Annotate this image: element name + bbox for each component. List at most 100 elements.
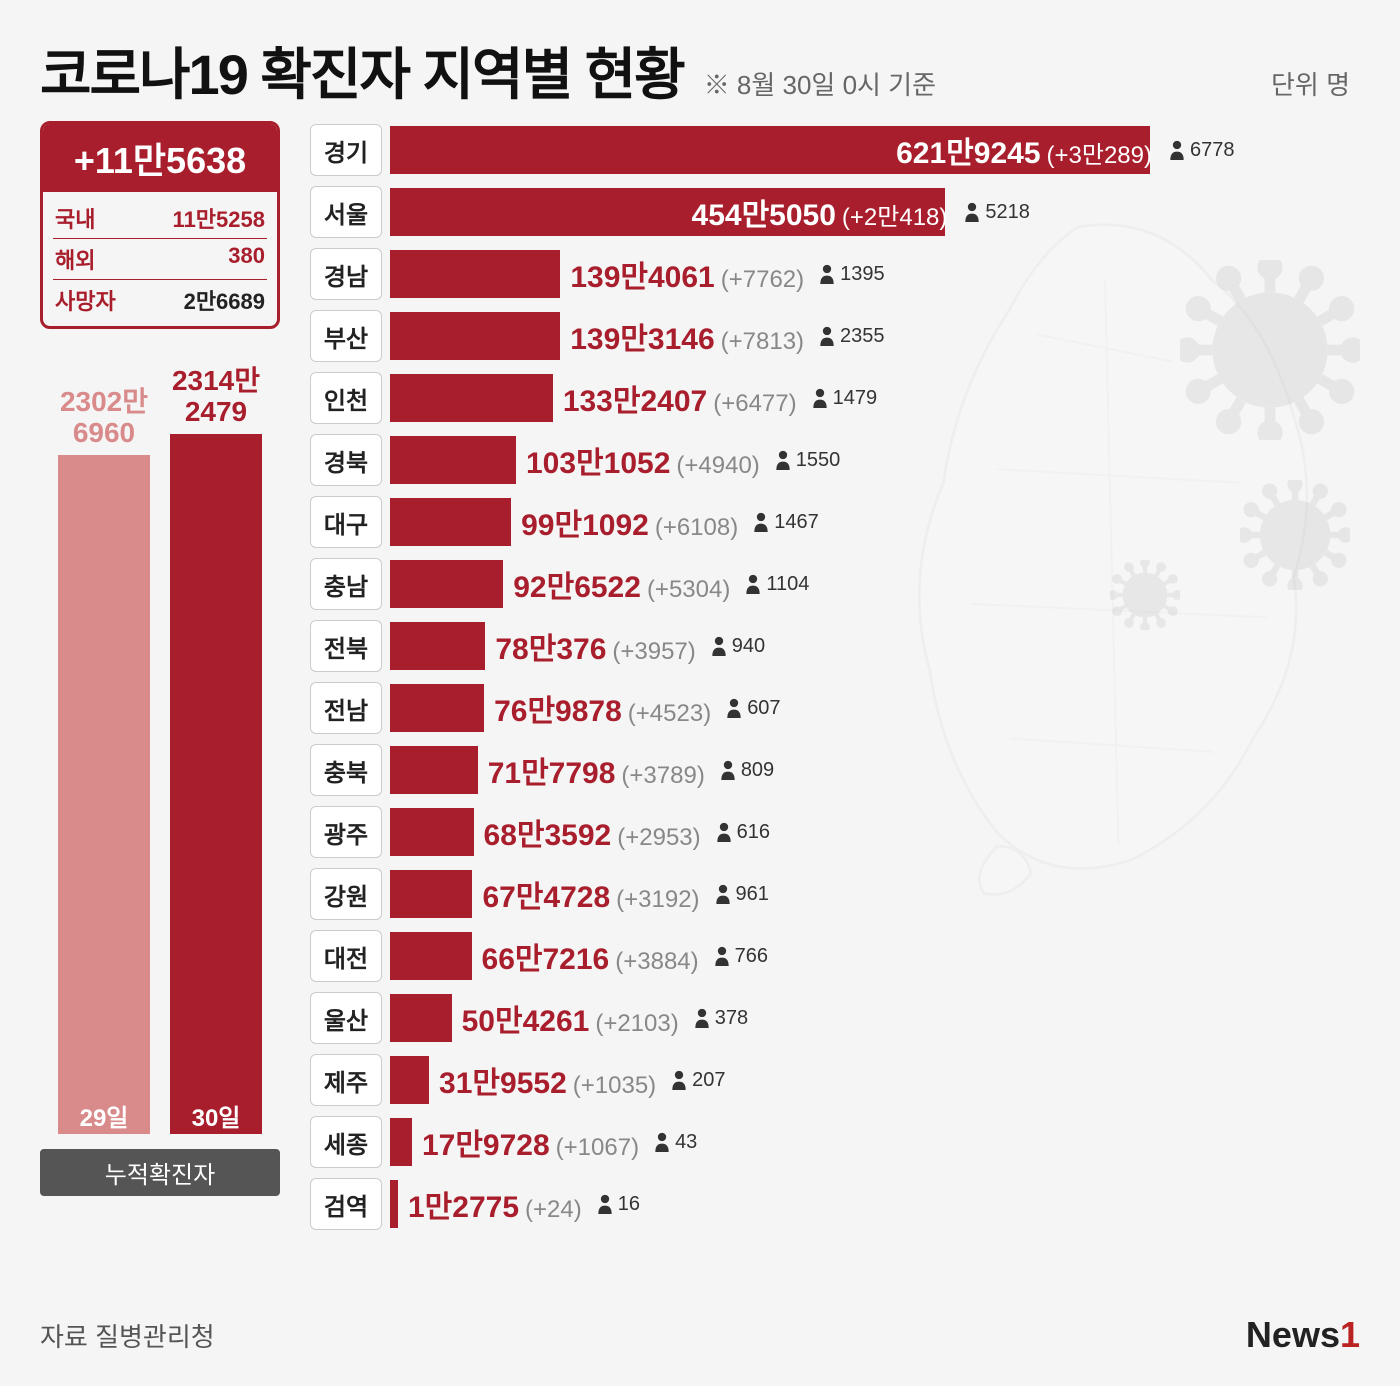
region-total: 31만9552 (439, 1058, 567, 1102)
region-label: 전북 (310, 620, 382, 672)
cumulative-bar-rect (170, 434, 262, 1134)
region-text: 50만4261(+2103) (462, 996, 679, 1040)
region-bar (390, 808, 474, 856)
region-row: 서울454만5050(+2만418)5218 (310, 183, 1360, 241)
region-delta: (+3884) (615, 948, 698, 976)
summary-row-value: 11만5258 (173, 202, 265, 234)
region-total: 99만1092 (521, 500, 649, 544)
region-row: 부산139만3146(+7813)2355 (310, 307, 1360, 365)
region-delta: (+2만418) (842, 197, 947, 232)
region-deaths: 5218 (985, 201, 1030, 224)
region-deaths-wrap: 1479 (803, 387, 878, 410)
region-text: 621만9245(+3만289) (896, 128, 1152, 172)
person-icon (670, 1070, 688, 1090)
region-deaths-wrap: 207 (662, 1069, 725, 1092)
region-deaths-wrap: 940 (702, 635, 765, 658)
summary-row-label: 국내 (55, 202, 95, 234)
region-deaths-wrap: 1467 (744, 511, 819, 534)
region-total: 71만7798 (488, 748, 616, 792)
person-icon (719, 760, 737, 780)
region-total: 1만2775 (408, 1182, 519, 1226)
region-text: 66만7216(+3884) (482, 934, 699, 978)
header: 코로나19 확진자 지역별 현황 ※ 8월 30일 0시 기준 단위 명 (0, 0, 1400, 121)
region-deaths-wrap: 378 (685, 1007, 748, 1030)
region-row: 강원67만4728(+3192)961 (310, 865, 1360, 923)
region-deaths: 940 (732, 635, 765, 658)
region-text: 67만4728(+3192) (482, 872, 699, 916)
region-text: 139만3146(+7813) (570, 314, 804, 358)
person-icon (818, 326, 836, 346)
region-total: 76만9878 (494, 686, 622, 730)
region-deaths: 961 (736, 883, 769, 906)
person-icon (596, 1194, 614, 1214)
cumulative-bar: 2314만2479 30일 (166, 366, 266, 1169)
region-deaths-wrap: 607 (717, 697, 780, 720)
region-label: 경남 (310, 248, 382, 300)
region-deaths-wrap: 6778 (1160, 139, 1235, 162)
region-deaths: 1104 (766, 573, 809, 596)
region-row: 검역1만2775(+24)16 (310, 1175, 1360, 1233)
region-row: 경기621만9245(+3만289)6778 (310, 121, 1360, 179)
date-note: ※ 8월 30일 0시 기준 (704, 65, 936, 102)
person-icon (714, 884, 732, 904)
region-label: 충남 (310, 558, 382, 610)
region-deaths-wrap: 766 (705, 945, 768, 968)
region-label: 세종 (310, 1116, 382, 1168)
region-bar (390, 1180, 398, 1228)
region-delta: (+7762) (721, 266, 804, 294)
region-bar (390, 684, 484, 732)
summary-row: 사망자2만6689 (53, 280, 267, 320)
region-total: 78만376 (495, 624, 606, 668)
region-text: 78만376(+3957) (495, 624, 695, 668)
cumulative-bar-bottom-label: 30일 (192, 1098, 241, 1133)
region-deaths: 616 (737, 821, 770, 844)
person-icon (752, 512, 770, 532)
region-total: 66만7216 (482, 934, 610, 978)
cumulative-bar-rect (58, 455, 150, 1134)
page-title: 코로나19 확진자 지역별 현황 (40, 30, 684, 111)
region-bar (390, 560, 503, 608)
region-row: 충남92만6522(+5304)1104 (310, 555, 1360, 613)
region-deaths-wrap: 2355 (810, 325, 885, 348)
person-icon (774, 450, 792, 470)
region-bar (390, 746, 478, 794)
region-label: 검역 (310, 1178, 382, 1230)
region-delta: (+4523) (628, 700, 711, 728)
region-deaths: 207 (692, 1069, 725, 1092)
news1-logo: News1 (1246, 1314, 1360, 1356)
region-row: 울산 50만4261(+2103) 378 (310, 989, 1360, 1047)
region-row: 제주31만9552(+1035)207 (310, 1051, 1360, 1109)
cumulative-bar-top-label: 2314만2479 (172, 366, 260, 428)
region-delta: (+7813) (721, 328, 804, 356)
region-bar (390, 1118, 412, 1166)
region-deaths: 607 (747, 697, 780, 720)
person-icon (715, 822, 733, 842)
source-label: 자료 질병관리청 (40, 1317, 215, 1354)
region-deaths-wrap: 43 (645, 1131, 697, 1154)
cumulative-bar: 2302만696029일 (54, 387, 154, 1169)
region-label: 전남 (310, 682, 382, 734)
region-label: 제주 (310, 1054, 382, 1106)
region-total: 103만1052 (526, 438, 670, 482)
region-deaths-wrap: 961 (706, 883, 769, 906)
region-text: 103만1052(+4940) (526, 438, 760, 482)
region-row: 대구 99만1092(+6108) 1467 (310, 493, 1360, 551)
summary-row: 국내 11만5258 (53, 198, 267, 239)
region-row: 광주68만3592(+2953)616 (310, 803, 1360, 861)
region-label: 대구 (310, 496, 382, 548)
region-deaths: 378 (715, 1007, 748, 1030)
region-text: 1만2775(+24) (408, 1182, 582, 1226)
region-bar (390, 994, 452, 1042)
region-text: 99만1092(+6108) (521, 500, 738, 544)
person-icon (1168, 140, 1186, 160)
footer: 자료 질병관리청 News1 (40, 1314, 1360, 1356)
cumulative-chart: 2302만696029일2314만247930일 누적확진자 (40, 369, 280, 1249)
region-bar (390, 932, 472, 980)
region-deaths: 2355 (840, 325, 885, 348)
region-label: 울산 (310, 992, 382, 1044)
region-deaths-wrap: 5218 (955, 201, 1030, 224)
region-delta: (+5304) (647, 576, 730, 604)
region-deaths-wrap: 1104 (736, 573, 809, 596)
person-icon (744, 574, 762, 594)
region-delta: (+3789) (621, 762, 704, 790)
